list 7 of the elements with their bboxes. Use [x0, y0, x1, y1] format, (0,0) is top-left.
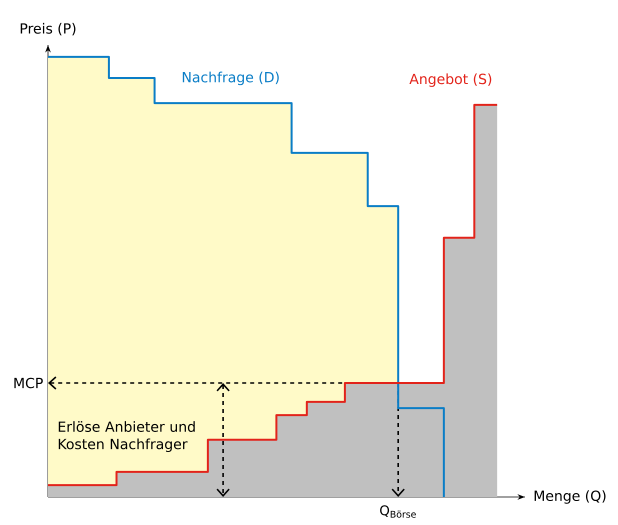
- annotation: Erlöse Anbieter und Kosten Nachfrager: [58, 421, 195, 452]
- x-axis-title: Menge (Q): [534, 490, 606, 504]
- y-axis-title: Preis (P): [20, 22, 76, 36]
- series-label: Angebot (S): [409, 73, 492, 87]
- ref-line-label: MCP: [14, 378, 43, 388]
- series-label: Nachfrage (D): [182, 72, 279, 86]
- text: Q$_{Börse}$: [380, 505, 416, 518]
